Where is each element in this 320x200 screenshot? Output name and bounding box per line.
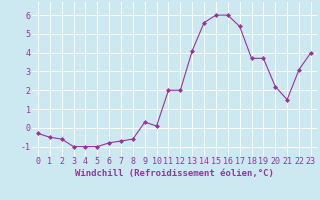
- X-axis label: Windchill (Refroidissement éolien,°C): Windchill (Refroidissement éolien,°C): [75, 169, 274, 178]
